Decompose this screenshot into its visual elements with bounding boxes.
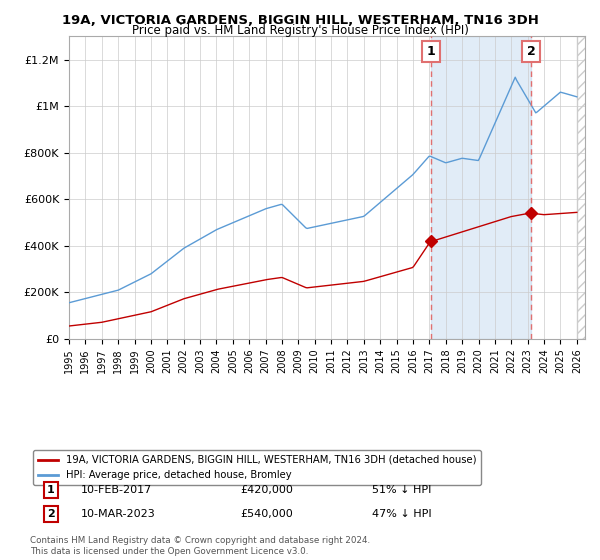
- Text: 19A, VICTORIA GARDENS, BIGGIN HILL, WESTERHAM, TN16 3DH: 19A, VICTORIA GARDENS, BIGGIN HILL, WEST…: [62, 14, 538, 27]
- Text: 47% ↓ HPI: 47% ↓ HPI: [372, 509, 431, 519]
- Bar: [431, 36, 531, 339]
- Text: Contains HM Land Registry data © Crown copyright and database right 2024.
This d: Contains HM Land Registry data © Crown c…: [30, 536, 370, 556]
- Legend: 19A, VICTORIA GARDENS, BIGGIN HILL, WESTERHAM, TN16 3DH (detached house), HPI: A: 19A, VICTORIA GARDENS, BIGGIN HILL, WEST…: [33, 450, 481, 485]
- Text: 10-MAR-2023: 10-MAR-2023: [81, 509, 156, 519]
- Text: 2: 2: [527, 45, 535, 58]
- Bar: [577, 36, 593, 339]
- Text: 1: 1: [427, 45, 436, 58]
- Text: £420,000: £420,000: [240, 485, 293, 495]
- Text: 10-FEB-2017: 10-FEB-2017: [81, 485, 152, 495]
- Text: Price paid vs. HM Land Registry's House Price Index (HPI): Price paid vs. HM Land Registry's House …: [131, 24, 469, 37]
- Text: 51% ↓ HPI: 51% ↓ HPI: [372, 485, 431, 495]
- Text: £540,000: £540,000: [240, 509, 293, 519]
- Text: 2: 2: [47, 509, 55, 519]
- Text: 1: 1: [47, 485, 55, 495]
